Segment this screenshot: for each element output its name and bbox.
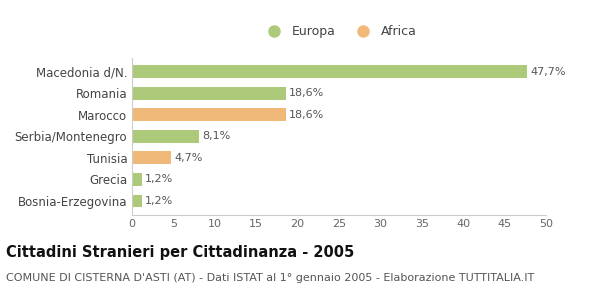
Bar (132, 130, 199, 143)
Text: 18,6%: 18,6% (289, 88, 325, 98)
Text: 1,2%: 1,2% (145, 175, 173, 184)
Text: COMUNE DI CISTERNA D'ASTI (AT) - Dati ISTAT al 1° gennaio 2005 - Elaborazione TU: COMUNE DI CISTERNA D'ASTI (AT) - Dati IS… (6, 273, 534, 283)
Legend: Europa, Africa: Europa, Africa (257, 20, 421, 44)
Bar (132, 87, 286, 100)
Text: 4,7%: 4,7% (174, 153, 203, 163)
Text: Cittadini Stranieri per Cittadinanza - 2005: Cittadini Stranieri per Cittadinanza - 2… (6, 245, 354, 260)
Text: 47,7%: 47,7% (530, 67, 566, 77)
Text: 18,6%: 18,6% (289, 110, 325, 120)
Text: 8,1%: 8,1% (202, 131, 230, 141)
Bar (132, 65, 527, 78)
Bar (132, 108, 286, 121)
Text: 1,2%: 1,2% (145, 196, 173, 206)
Bar (132, 173, 142, 186)
Bar (132, 151, 171, 164)
Bar (132, 195, 142, 207)
